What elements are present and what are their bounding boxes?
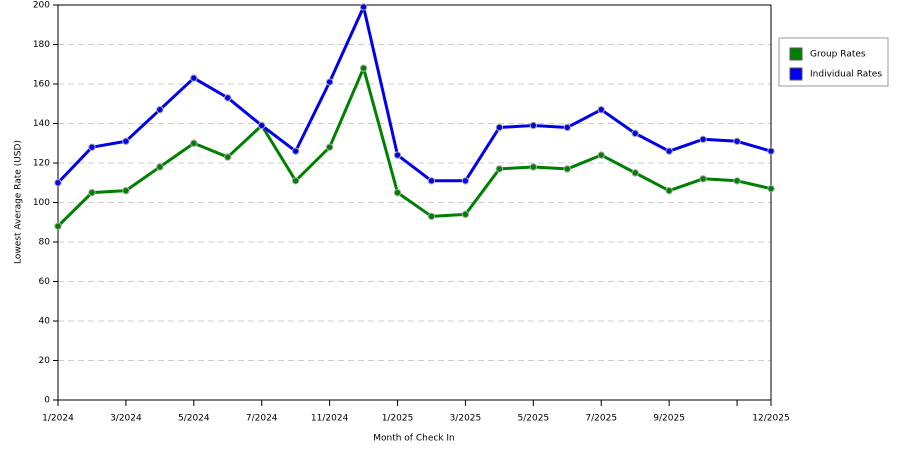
- data-point: [224, 153, 232, 161]
- y-tick-label: 80: [39, 238, 51, 248]
- series-line: [56, 66, 772, 228]
- legend-swatch: [789, 47, 803, 61]
- y-axis-label: Lowest Average Rate (USD): [14, 140, 24, 264]
- data-point: [665, 186, 673, 195]
- y-tick-label: 40: [39, 317, 51, 327]
- y-tick-label: 0: [44, 396, 50, 406]
- data-point: [767, 147, 775, 155]
- data-point: [291, 177, 300, 185]
- x-tick-label: 12/2025: [752, 414, 789, 424]
- data-point: [393, 151, 402, 159]
- x-axis-label: Month of Check In: [373, 434, 455, 444]
- data-point: [393, 188, 402, 197]
- x-tick-label: 9/2025: [653, 414, 685, 424]
- data-point: [563, 165, 571, 173]
- x-tick-label: 11/2024: [311, 414, 349, 424]
- x-tick-label: 5/2024: [178, 414, 210, 424]
- data-point: [224, 94, 232, 102]
- data-point: [190, 139, 198, 147]
- x-tick-label: 1/2024: [42, 414, 74, 424]
- x-tick-label: 3/2024: [110, 414, 142, 424]
- y-tick-label: 20: [39, 356, 51, 366]
- data-point: [699, 175, 707, 183]
- data-point: [156, 105, 164, 114]
- y-tick-label: 160: [33, 80, 50, 90]
- data-point: [597, 151, 605, 159]
- data-point: [495, 165, 504, 173]
- data-point: [122, 137, 130, 145]
- data-point: [325, 78, 334, 86]
- data-point: [563, 123, 571, 132]
- data-point: [665, 147, 673, 155]
- data-point: [631, 129, 639, 138]
- data-point: [631, 169, 639, 177]
- data-point: [733, 177, 741, 185]
- data-point: [291, 147, 300, 155]
- legend-label: Group Rates: [810, 50, 866, 60]
- data-point: [767, 184, 775, 193]
- y-tick-label: 60: [39, 277, 51, 287]
- data-point: [88, 143, 96, 151]
- data-point: [359, 3, 368, 11]
- data-point: [190, 74, 198, 82]
- y-tick-label: 200: [33, 1, 50, 11]
- legend-swatch: [789, 67, 803, 81]
- y-tick-label: 100: [33, 198, 50, 208]
- data-point: [427, 212, 436, 221]
- data-point: [461, 177, 470, 185]
- data-point: [461, 210, 470, 219]
- data-point: [359, 64, 368, 72]
- series-line: [56, 5, 772, 184]
- data-point: [258, 121, 266, 130]
- x-tick-label: 5/2025: [517, 414, 549, 424]
- data-point: [733, 137, 741, 145]
- data-point: [156, 163, 164, 171]
- data-point: [529, 121, 538, 130]
- data-point: [699, 135, 707, 144]
- data-point: [597, 105, 605, 114]
- data-point: [325, 143, 334, 151]
- y-tick-label: 120: [33, 159, 50, 169]
- x-tick-label: 3/2025: [450, 414, 482, 424]
- data-point: [122, 186, 130, 195]
- x-tick-label: 7/2024: [246, 414, 278, 424]
- x-tick-label: 7/2025: [585, 414, 617, 424]
- data-point: [529, 163, 538, 171]
- plot-frame: [57, 4, 772, 401]
- x-tick-label: 1/2025: [382, 414, 414, 424]
- legend-label: Individual Rates: [810, 70, 882, 80]
- data-point: [54, 222, 62, 230]
- data-point: [495, 123, 504, 132]
- data-point: [54, 179, 62, 187]
- data-point: [427, 177, 436, 185]
- y-tick-label: 180: [33, 40, 50, 50]
- y-tick-label: 140: [33, 119, 50, 129]
- data-point: [88, 188, 96, 197]
